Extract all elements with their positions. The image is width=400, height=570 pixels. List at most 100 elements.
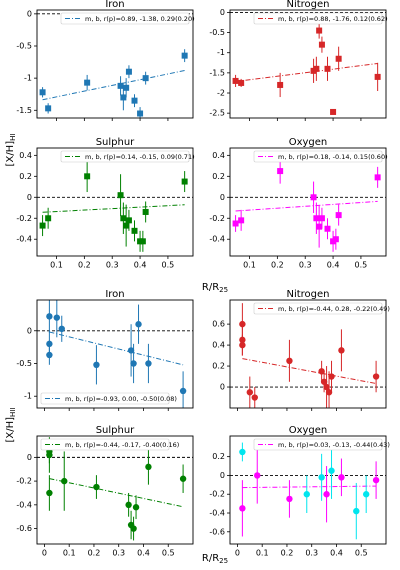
legend-label: m, b, r(p)=-0.93, 0.00, -0.50(0.08) <box>65 395 177 403</box>
x-axis-label: R/R25 <box>202 282 228 294</box>
data-point <box>39 222 46 229</box>
data-point <box>145 360 152 367</box>
y-tick-label: -0.5 <box>16 359 32 368</box>
data-point <box>286 357 293 365</box>
data-point <box>362 491 370 498</box>
data-point <box>338 474 345 481</box>
legend-label: m, b, r(p)=-0.44, 0.28, -0.22(0.49) <box>278 305 390 313</box>
y-tick-label: -0.2 <box>209 214 225 223</box>
y-label-sub: HII <box>9 408 17 417</box>
data-point <box>325 389 333 396</box>
legend-box <box>253 302 383 315</box>
x-tick-label: 0.3 <box>112 549 125 558</box>
data-point <box>45 215 52 222</box>
data-point <box>313 215 320 222</box>
data-point <box>130 360 137 367</box>
data-point <box>131 227 138 234</box>
data-point <box>239 505 246 512</box>
legend-box <box>253 12 383 25</box>
y-tick-label: -2.5 <box>209 109 225 118</box>
fit-line <box>242 485 377 489</box>
data-point <box>132 504 140 511</box>
data-point <box>238 217 245 224</box>
legend-box <box>253 438 383 451</box>
x-tick-label: 0.4 <box>137 549 150 558</box>
data-point <box>374 174 381 181</box>
y-tick-label: 0 <box>220 471 225 480</box>
legend-label: m, b, r(p)=0.14, -0.15, 0.09(0.71) <box>85 153 195 161</box>
data-point <box>39 89 46 96</box>
fit-line <box>49 478 184 508</box>
panel-title: Sulphur <box>96 425 135 436</box>
data-point <box>46 340 53 348</box>
data-point <box>254 472 261 479</box>
y-tick-label: -1 <box>217 48 225 57</box>
x-axis-label: R/R25 <box>202 553 228 565</box>
axes-frame <box>36 147 194 257</box>
data-point <box>131 97 138 104</box>
x-tick-label: 0.5 <box>355 261 368 270</box>
panel-title: Nitrogen <box>286 0 329 10</box>
y-tick-label: -0.4 <box>16 500 32 509</box>
data-point <box>130 525 137 532</box>
legend-box <box>60 12 190 25</box>
x-tick-label: 0 <box>235 549 240 558</box>
x-tick-label: 0.5 <box>355 549 368 558</box>
y-tick-label: -0.4 <box>16 235 32 244</box>
data-point <box>145 463 152 471</box>
axes-frame <box>36 435 194 545</box>
legend-label: m, b, r(p)=0.88, -1.76, 0.12(0.62) <box>278 15 388 23</box>
data-point <box>303 491 310 498</box>
y-tick-label: -0.4 <box>209 509 225 518</box>
x-tick-label: 0 <box>42 549 47 558</box>
data-point <box>179 475 187 482</box>
data-point <box>335 55 342 62</box>
plot-area <box>37 13 193 118</box>
fit-line <box>42 70 185 101</box>
x-tick-label: 0.4 <box>327 261 340 270</box>
data-point <box>313 65 320 72</box>
data-point <box>286 495 293 503</box>
data-point <box>46 313 53 320</box>
y-axis-label: [X/H]HI <box>5 134 17 167</box>
y-label-sub: HI <box>9 134 17 141</box>
axes-frame <box>229 435 387 545</box>
x-tick-label: 0.1 <box>243 261 256 270</box>
plot-area <box>37 437 193 541</box>
y-tick-label: -0.2 <box>16 214 32 223</box>
y-tick-label: 0 <box>220 193 225 202</box>
y-tick-label: 0.2 <box>212 172 225 181</box>
data-point <box>53 314 61 321</box>
fit-line <box>49 331 184 366</box>
data-point <box>372 373 380 380</box>
data-point <box>120 94 127 101</box>
data-point <box>239 448 246 456</box>
data-point <box>125 501 132 509</box>
panel-title: Oxygen <box>289 425 328 436</box>
legend-label: m, b, r(p)=0.18, -0.14, 0.15(0.60) <box>278 153 388 161</box>
legend-box <box>253 150 383 163</box>
x-tick-label: 0.1 <box>50 261 63 270</box>
data-point <box>372 476 380 484</box>
plot-area <box>230 442 386 540</box>
legend-label: m, b, r(p)=0.03, -0.13, -0.44(0.43) <box>278 441 390 449</box>
data-point <box>93 483 100 491</box>
legend-box <box>40 392 170 405</box>
y-tick-label: -1 <box>24 392 32 401</box>
plot-area <box>230 158 386 252</box>
y-tick-label: 0.4 <box>212 341 225 350</box>
y-axis-label: [X/H]HII <box>5 408 17 443</box>
data-point <box>277 168 284 175</box>
x-label-main: R/R <box>202 553 219 564</box>
x-tick-label: 0.3 <box>299 261 312 270</box>
y-tick-label: -2 <box>217 89 225 98</box>
data-point <box>316 223 323 230</box>
y-tick-label: -0.2 <box>209 490 225 499</box>
data-point <box>323 383 330 391</box>
data-point <box>324 65 331 72</box>
data-point <box>338 347 345 354</box>
data-point <box>139 238 146 245</box>
data-point <box>332 236 339 243</box>
y-tick-label: 0 <box>27 193 32 202</box>
